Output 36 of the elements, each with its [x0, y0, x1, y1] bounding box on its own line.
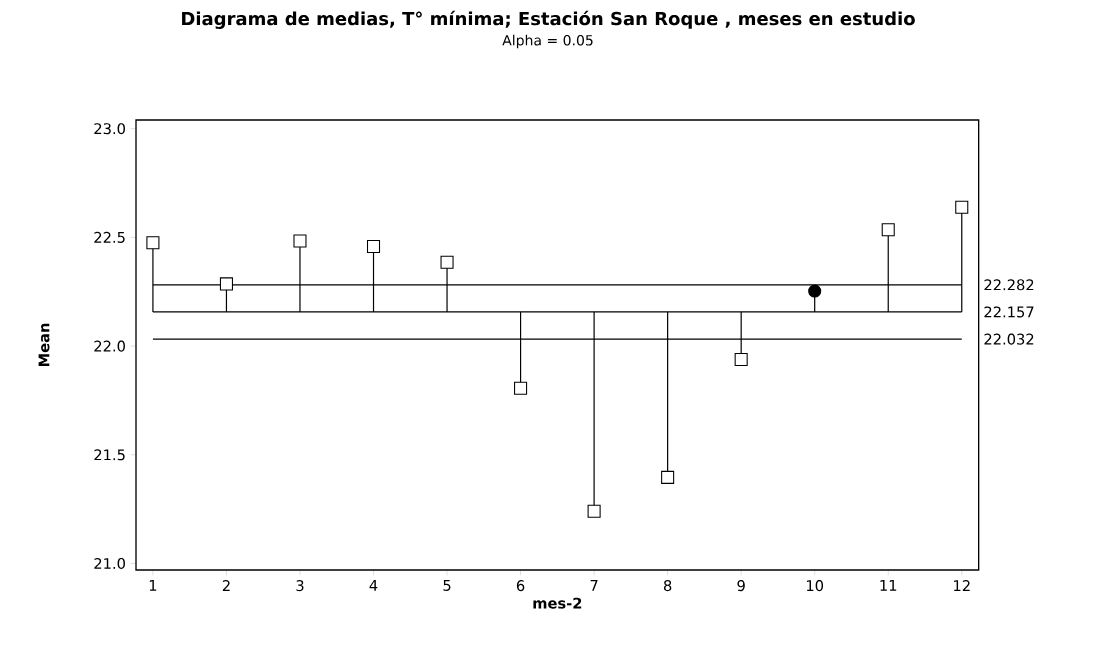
chart-subtitle: Alpha = 0.05	[502, 34, 593, 49]
x-tick-label: 4	[369, 580, 378, 591]
ref-line-label: 22.157	[984, 306, 1034, 318]
y-tick-label: 23.0	[94, 123, 125, 135]
point	[366, 239, 381, 254]
x-tick-label: 2	[222, 580, 230, 591]
point	[440, 255, 454, 269]
x-tick-label: 9	[737, 580, 745, 592]
chart-title: Diagrama de medias, T° mínima; Estación San Roque , meses en estudio	[182, 10, 915, 29]
x-tick-label: 7	[590, 580, 598, 591]
point	[661, 470, 675, 484]
x-tick-label: 12	[954, 580, 970, 591]
point	[808, 284, 822, 298]
point	[881, 223, 895, 237]
x-tick-label: 1	[149, 580, 157, 591]
point	[219, 277, 233, 291]
y-tick-label: 22.0	[94, 340, 125, 352]
y-tick-label: 22.5	[94, 231, 125, 243]
point	[514, 381, 528, 395]
x-tick-label: 6	[516, 580, 525, 592]
ref-line-label: 22.282	[984, 279, 1034, 291]
y-tick-label: 21.0	[94, 557, 125, 570]
y-axis-title: Mean	[38, 323, 50, 367]
point	[146, 236, 160, 250]
y-tick-label: 21.5	[94, 449, 125, 461]
x-tick-label: 5	[443, 580, 451, 591]
x-tick-label: 3	[296, 580, 304, 592]
x-tick-label: 8	[663, 580, 672, 592]
ref-line-label: 22.032	[984, 333, 1034, 345]
x-axis-title: mes-2	[533, 597, 582, 609]
point	[734, 353, 748, 367]
point	[293, 234, 307, 248]
point	[587, 504, 601, 518]
x-tick-label: 11	[880, 580, 897, 591]
x-tick-label: 10	[806, 580, 824, 592]
point	[955, 200, 969, 214]
